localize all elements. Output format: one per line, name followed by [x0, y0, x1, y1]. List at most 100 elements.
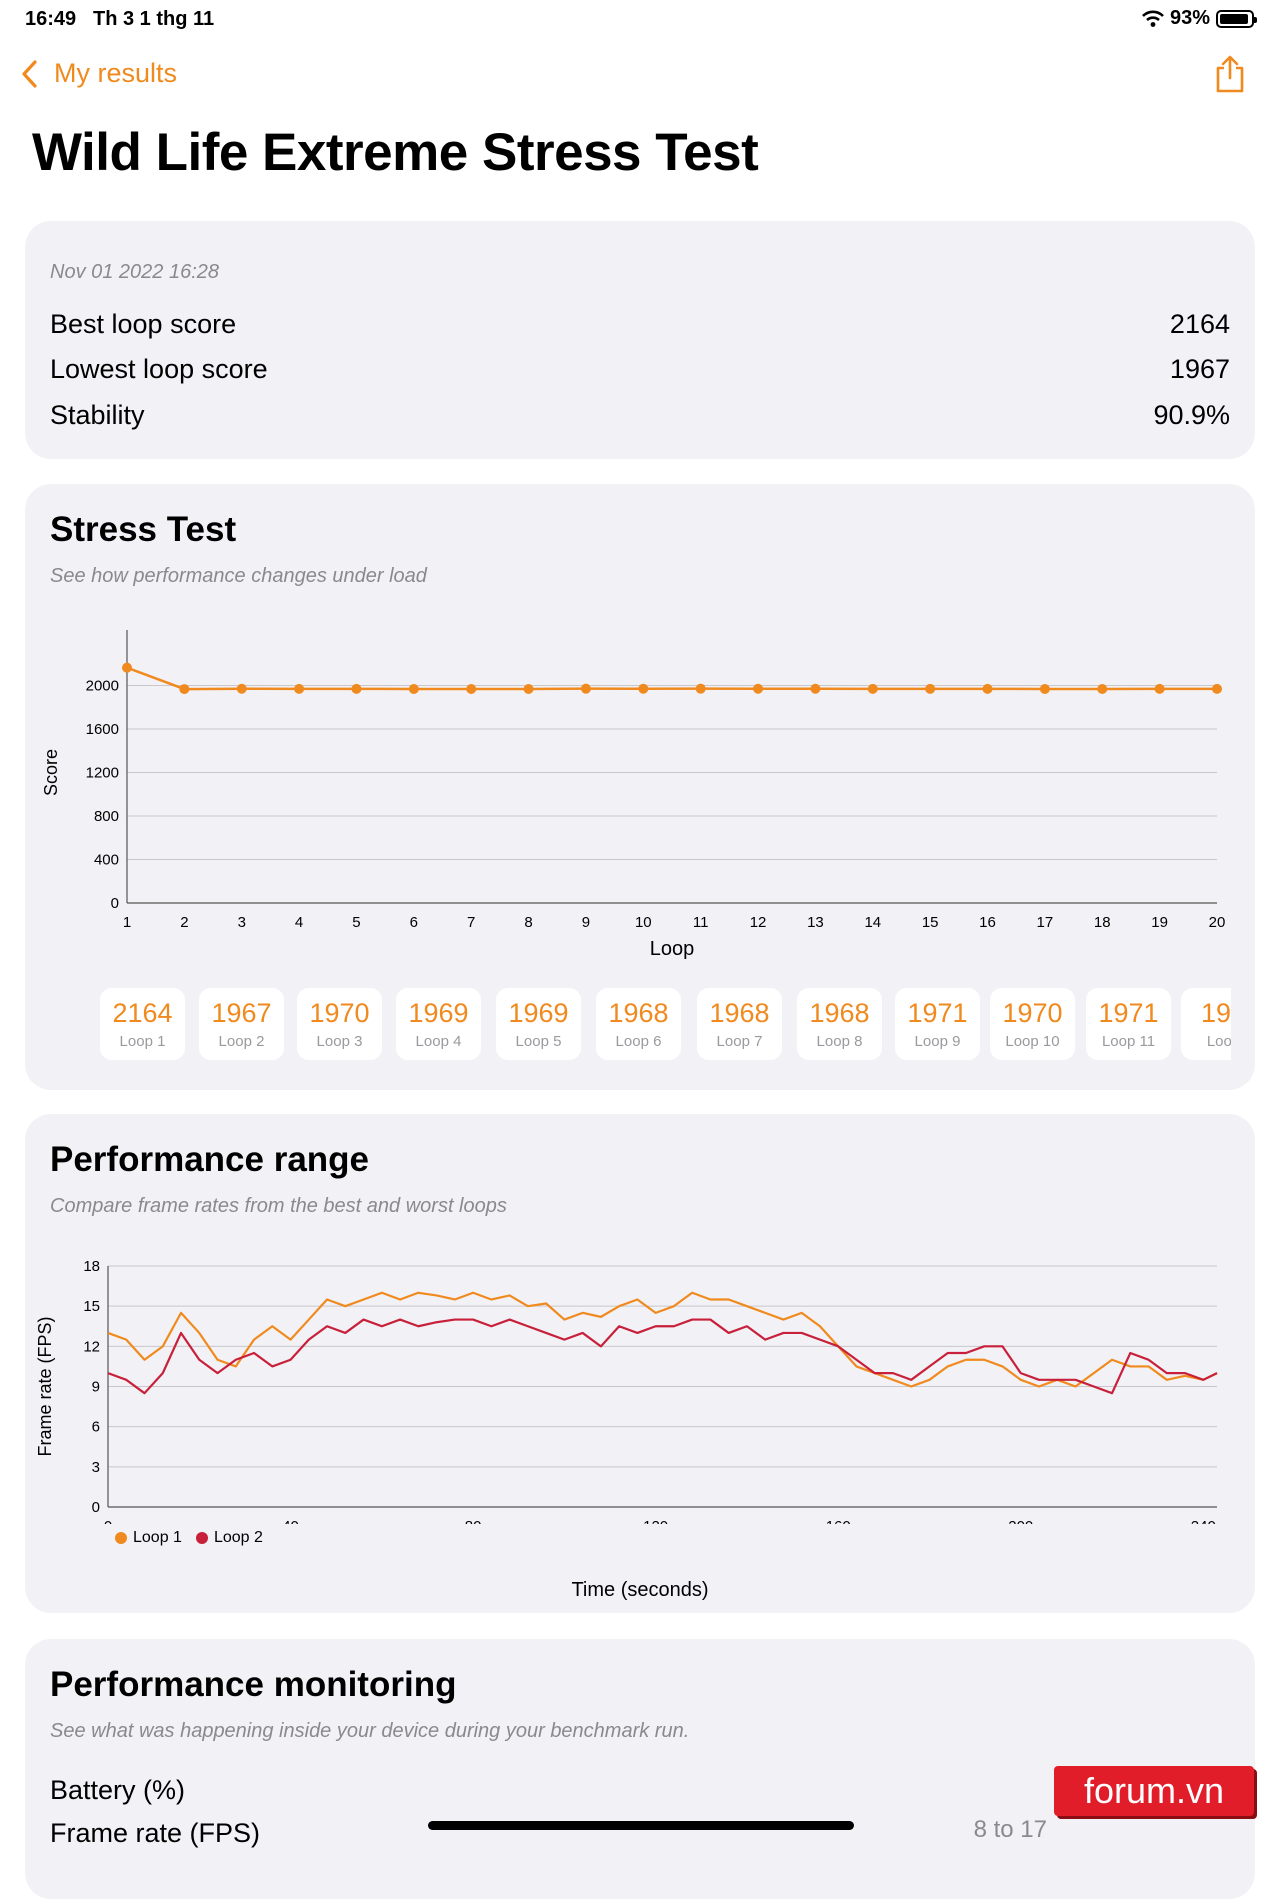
x-tick-label: 8 [524, 914, 532, 931]
x-tick-label: 5 [352, 914, 360, 931]
loop-label: Loop 5 [515, 1033, 562, 1050]
stability-row: Stability 90.9% [50, 400, 1230, 431]
best-loop-row: Best loop score 2164 [50, 309, 1230, 340]
fps-x-axis-label: Time (seconds) [571, 1579, 709, 1601]
x-tick-label: 15 [922, 914, 939, 931]
x-tick-label: 17 [1037, 914, 1054, 931]
loop-pill[interactable]: 2164 Loop 1 [100, 988, 185, 1060]
lowest-loop-value: 1967 [1169, 354, 1230, 384]
score-point [294, 683, 305, 694]
score-point [179, 684, 190, 695]
lowest-loop-row: Lowest loop score 1967 [50, 354, 1230, 385]
x-tick-label: 160 [826, 1518, 851, 1524]
score-point [1039, 683, 1050, 694]
score-line [126, 666, 1217, 691]
page-title: Wild Life Extreme Stress Test [32, 123, 759, 182]
score-point [925, 683, 936, 694]
loop-pill[interactable]: 197 Loop [1181, 988, 1231, 1060]
y-tick-label: 18 [83, 1258, 100, 1275]
loop-label: Loop [1206, 1033, 1231, 1050]
loop-label: Loop 7 [716, 1033, 763, 1050]
score-point [351, 683, 362, 694]
score-point [523, 683, 534, 694]
score-point [867, 683, 878, 694]
share-button[interactable] [1214, 54, 1246, 99]
x-tick-label: 9 [582, 914, 590, 931]
score-point [408, 683, 419, 694]
x-tick-label: 0 [104, 1518, 112, 1524]
stability-value: 90.9% [1153, 400, 1230, 430]
best-loop-value: 2164 [1169, 309, 1230, 339]
x-tick-label: 80 [465, 1518, 482, 1524]
loop-pill[interactable]: 1969 Loop 4 [396, 988, 481, 1060]
loop-score: 197 [1200, 998, 1231, 1028]
x-tick-label: 18 [1094, 914, 1111, 931]
x-tick-label: 1 [123, 914, 131, 931]
x-tick-label: 20 [1209, 914, 1226, 931]
x-tick-label: 3 [238, 914, 246, 931]
score-point [1097, 683, 1108, 694]
x-tick-label: 40 [282, 1518, 299, 1524]
loop-pill[interactable]: 1968 Loop 6 [596, 988, 681, 1060]
performance-range-title: Performance range [50, 1140, 370, 1179]
x-tick-label: 16 [979, 914, 996, 931]
back-label: My results [54, 58, 178, 88]
x-tick-label: 120 [643, 1518, 668, 1524]
loop-label: Loop 4 [415, 1033, 462, 1050]
score-point [982, 683, 993, 694]
battery-row[interactable]: Battery (%) [50, 1775, 186, 1805]
home-indicator[interactable] [428, 1821, 854, 1830]
x-tick-label: 7 [467, 914, 475, 931]
loop-pill[interactable]: 1967 Loop 2 [199, 988, 284, 1060]
loop-pill[interactable]: 1971 Loop 9 [895, 988, 980, 1060]
watermark-logo: forum.vn [1054, 1766, 1254, 1816]
loop-score: 1968 [809, 998, 870, 1028]
lowest-loop-label: Lowest loop score [50, 354, 268, 384]
frame-rate-row[interactable]: Frame rate (FPS) [50, 1818, 261, 1848]
y-tick-label: 800 [94, 808, 119, 825]
x-tick-label: 12 [750, 914, 767, 931]
back-button[interactable]: My results [20, 58, 177, 89]
legend-dot [115, 1531, 127, 1544]
loop-score: 1969 [408, 998, 469, 1028]
y-tick-label: 0 [92, 1499, 100, 1516]
score-point [638, 683, 649, 694]
loop-pill[interactable]: 1969 Loop 5 [496, 988, 581, 1060]
loop-score-strip[interactable]: 2164 Loop 1 1967 Loop 2 1970 Loop 3 1969 Loo… [75, 988, 1231, 1062]
loop-pill[interactable]: 1968 Loop 7 [697, 988, 782, 1060]
x-tick-label: 4 [295, 914, 303, 931]
x-tick-label: 14 [864, 914, 881, 931]
loop-pill[interactable]: 1968 Loop 8 [797, 988, 882, 1060]
best-loop-label: Best loop score [50, 309, 237, 339]
legend-item-loop-2: Loop 2 [195, 1529, 263, 1547]
loop-label: Loop 2 [218, 1033, 265, 1050]
y-tick-label: 15 [83, 1298, 100, 1315]
loop-pill[interactable]: 1970 Loop 3 [297, 988, 382, 1060]
score-point [236, 683, 247, 694]
loop-pill[interactable]: 1971 Loop 11 [1086, 988, 1171, 1060]
legend-dot [195, 1531, 208, 1544]
status-bar: 16:49 Th 3 1 thg 11 93% [0, 0, 1280, 40]
stress-test-card: Stress Test See how performance changes … [25, 484, 1255, 1090]
loop-pill[interactable]: 1970 Loop 10 [990, 988, 1075, 1060]
x-tick-label: 2 [180, 914, 188, 931]
loop-label: Loop 3 [316, 1033, 363, 1050]
score-point [695, 683, 706, 694]
y-tick-label: 6 [92, 1419, 100, 1436]
performance-range-card: Performance range Compare frame rates fr… [25, 1114, 1255, 1613]
score-point [1154, 683, 1165, 694]
loop-score: 1968 [709, 998, 770, 1028]
loop-2-line [107, 1318, 1218, 1395]
loop-label: Loop 11 [1101, 1033, 1156, 1050]
score-point [810, 683, 821, 694]
y-tick-label: 12 [83, 1338, 100, 1355]
y-axis-label: Score [41, 749, 61, 796]
y-tick-label: 2000 [86, 678, 119, 695]
loop-score: 1971 [1098, 998, 1159, 1028]
chevron-left-icon [22, 59, 37, 88]
fps-legend: Loop 1 Loop 2 [115, 1529, 263, 1547]
y-tick-label: 0 [111, 895, 119, 912]
summary-card: Nov 01 2022 16:28 Best loop score 2164 L… [25, 221, 1255, 459]
loop-label: Loop 8 [816, 1033, 863, 1050]
